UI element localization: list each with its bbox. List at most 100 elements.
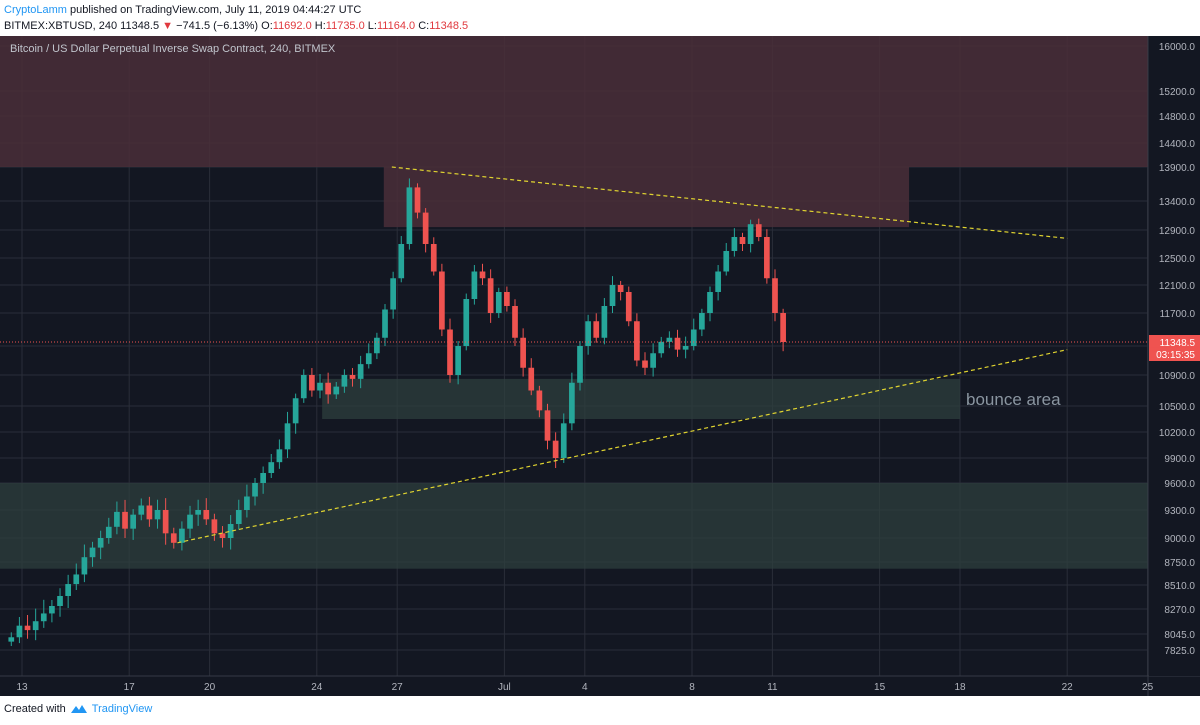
candle-body: [455, 346, 461, 375]
candle-body: [130, 514, 136, 529]
price-change: −741.5 (−6.13%): [176, 20, 259, 32]
candle-body: [479, 271, 486, 279]
candle-body: [666, 337, 673, 342]
price-tick-label: 10500.0: [1159, 402, 1196, 413]
candle-body: [357, 364, 364, 379]
candle-body: [747, 224, 754, 244]
ohlc-low-value: 11164.0: [376, 20, 416, 32]
candle-body: [162, 510, 169, 534]
candle-body: [170, 533, 177, 543]
candle-body: [89, 547, 96, 558]
author-link[interactable]: CryptoLamm: [4, 4, 67, 16]
ohlc-high-key: H:: [314, 20, 326, 32]
time-tick-label: 17: [124, 682, 136, 693]
candle-body: [390, 278, 396, 310]
ohlc-open-key: O:: [261, 20, 273, 32]
candle-body: [179, 528, 185, 543]
ohlc-low-key: L:: [367, 20, 377, 32]
trendline-descending-resistance: [391, 166, 1068, 239]
candle-body: [487, 278, 494, 313]
down-arrow-icon: ▼: [162, 20, 174, 32]
candle-body: [146, 505, 153, 520]
candle-body: [300, 375, 307, 399]
time-tick-label: 8: [689, 682, 695, 693]
candle-body: [349, 375, 356, 379]
candlesticks: [8, 178, 786, 646]
candle-body: [49, 606, 55, 614]
candle-body: [569, 382, 575, 424]
time-tick-label: 11: [767, 682, 778, 693]
candle-body: [471, 271, 478, 299]
current-price-tag: [1149, 334, 1200, 348]
candle-body: [114, 511, 120, 527]
candle-body: [219, 533, 226, 538]
candle-body: [40, 613, 47, 622]
time-tick-label: 24: [311, 682, 323, 693]
price-tick-label: 12100.0: [1159, 281, 1196, 292]
candle-body: [512, 306, 518, 338]
candle-body: [8, 637, 15, 642]
last-price: 11348.5: [120, 20, 160, 32]
candle-body: [552, 440, 559, 458]
zone-lower-support: [0, 483, 1148, 569]
time-tick-label: 15: [874, 682, 886, 693]
zones: bounce area: [0, 36, 1148, 569]
candle-body: [504, 292, 510, 306]
candle-body: [764, 237, 770, 279]
time-tick-label: 18: [954, 682, 966, 693]
candle-body: [690, 329, 697, 346]
time-tick-label: 4: [582, 682, 588, 693]
price-tick-label: 9000.0: [1164, 534, 1195, 545]
time-tick-label: 20: [204, 682, 216, 693]
candle-body: [97, 538, 104, 548]
candle-body: [203, 510, 210, 520]
time-tick-label: 25: [1142, 682, 1154, 693]
candle-body: [235, 510, 242, 524]
price-chart-svg[interactable]: bounce area 7825.0 8045.0 8270.0 8510.0 8750…: [0, 36, 1200, 696]
candle-body: [32, 621, 39, 631]
price-tick-label: 8510.0: [1164, 581, 1195, 592]
candle-body: [374, 337, 380, 354]
candle-body: [682, 346, 689, 350]
price-tick-label: 7825.0: [1164, 646, 1195, 657]
candle-body: [601, 306, 608, 338]
candle-body: [634, 321, 640, 361]
candle-body: [211, 519, 218, 534]
countdown-tag: [1149, 347, 1200, 361]
ohlc-high-value: 11735.0: [325, 20, 365, 32]
candle-body: [309, 375, 315, 391]
chart-header: CryptoLamm published on TradingView.com,…: [4, 2, 1194, 36]
candle-body: [333, 386, 340, 395]
candle-body: [414, 187, 421, 213]
zone-upper-resistance: [0, 36, 1148, 167]
price-tick-label: 12500.0: [1159, 254, 1196, 265]
candle-body: [780, 313, 786, 342]
price-axis[interactable]: 7825.0 8045.0 8270.0 8510.0 8750.0 9000.0 9300…: [1149, 36, 1200, 676]
candle-body: [617, 285, 624, 292]
candle-body: [73, 574, 80, 585]
candle-body: [560, 423, 567, 458]
price-tick-label: 13900.0: [1159, 163, 1196, 174]
candle-body: [642, 360, 648, 368]
price-tick-label: 13400.0: [1159, 197, 1196, 208]
candle-body: [422, 212, 429, 244]
price-tick-label: 11700.0: [1160, 309, 1196, 320]
candle-body: [536, 390, 543, 411]
candle-body: [528, 367, 535, 391]
candle-body: [252, 483, 258, 497]
publisher-line: CryptoLamm published on TradingView.com,…: [4, 2, 1194, 18]
zone-resistance-box: [383, 167, 910, 228]
price-tick-label: 15200.0: [1159, 87, 1196, 98]
symbol-line: BITMEX:XBTUSD, 240 11348.5 ▼ −741.5 (−6.…: [4, 18, 1194, 34]
time-axis[interactable]: 13 17 20 24 27 Jul 4 8 11 15 18 22 25: [16, 682, 1153, 693]
tradingview-brand[interactable]: TradingView: [91, 703, 153, 715]
candle-body: [292, 398, 299, 424]
zone-bounce-area: [322, 378, 960, 419]
ohlc-close-value: 11348.5: [429, 20, 469, 32]
candle-body: [699, 313, 705, 330]
time-tick-label: 13: [16, 682, 28, 693]
candle-body: [227, 524, 234, 538]
chart-area[interactable]: bounce area 7825.0 8045.0 8270.0 8510.0 8750…: [0, 36, 1200, 696]
candle-body: [382, 309, 388, 338]
candle-body: [138, 505, 145, 515]
